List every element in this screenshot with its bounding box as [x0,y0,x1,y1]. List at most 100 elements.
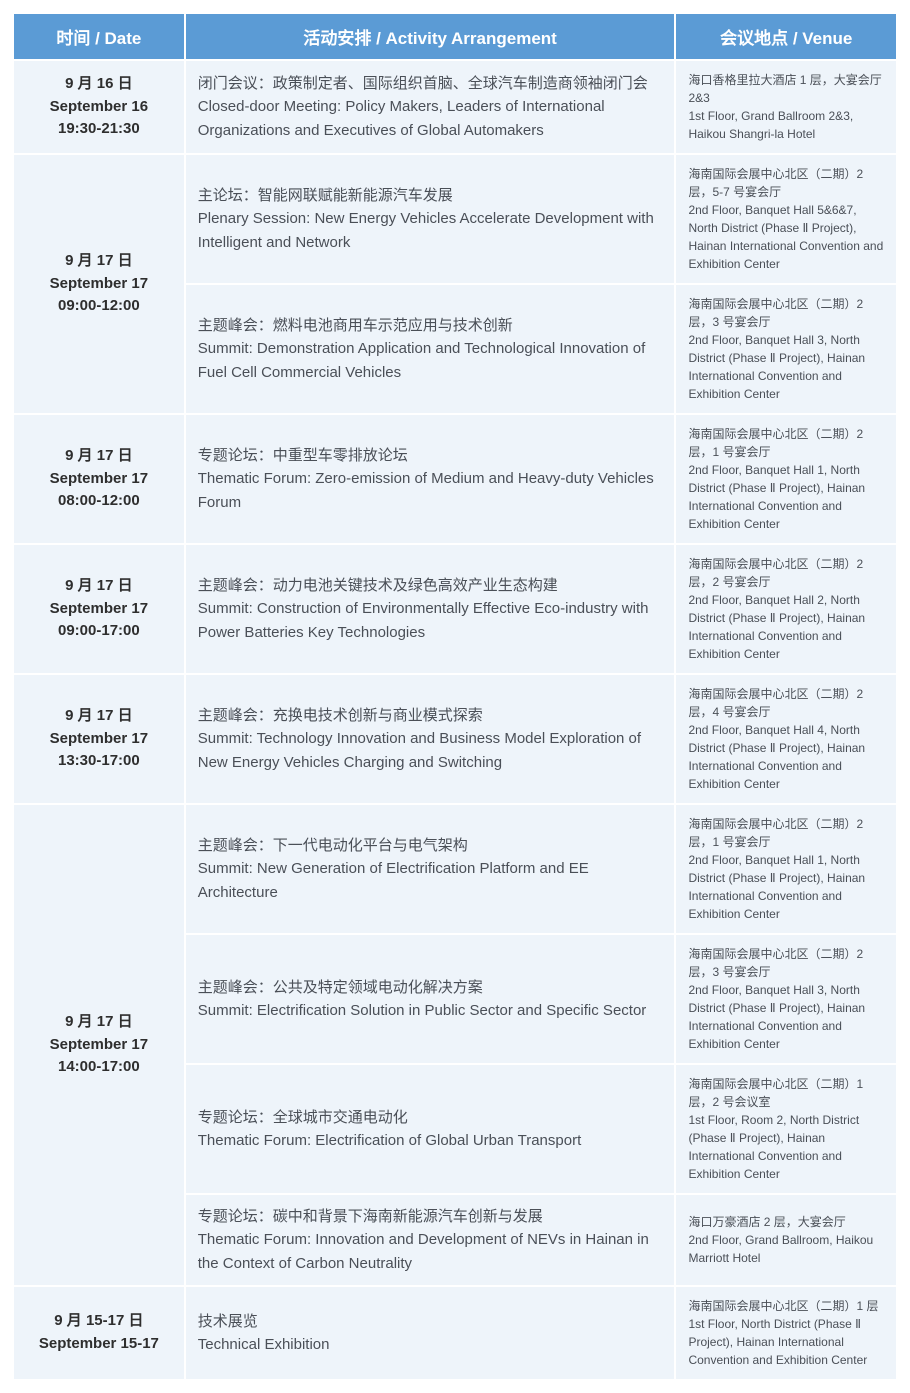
date-en: September 17 [50,470,148,487]
act-en: Summit: New Generation of Electrificatio… [198,860,589,900]
time: 13:30-17:00 [58,752,140,769]
ven-en: 1st Floor, Grand Ballroom 2&3, Haikou Sh… [688,109,853,141]
activity-cell: 专题论坛：中重型车零排放论坛 Thematic Forum: Zero-emis… [186,415,675,543]
ven-cn: 海南国际会展中心北区（二期）2 层，3 号宴会厅 [688,947,863,979]
table-row: 9 月 17 日 September 17 14:00-17:00 主题峰会：下… [14,805,896,933]
ven-en: 2nd Floor, Banquet Hall 4, North Distric… [688,723,865,791]
date-cell: 9 月 16 日 September 16 19:30-21:30 [14,61,184,153]
venue-cell: 海南国际会展中心北区（二期）1 层 1st Floor, North Distr… [676,1287,896,1379]
table-row: 9 月 15-17 日 September 15-17 技术展览 Technic… [14,1287,896,1379]
ven-cn: 海口香格里拉大酒店 1 层，大宴会厅 2&3 [688,73,881,105]
date-cell: 9 月 17 日 September 17 14:00-17:00 [14,805,184,1285]
act-cn: 主题峰会：动力电池关键技术及绿色高效产业生态构建 [198,577,558,594]
act-en: Plenary Session: New Energy Vehicles Acc… [198,210,654,250]
ven-cn: 海南国际会展中心北区（二期）2 层，5-7 号宴会厅 [688,167,863,199]
act-cn: 主题峰会：公共及特定领域电动化解决方案 [198,979,483,996]
venue-cell: 海南国际会展中心北区（二期）2 层，1 号宴会厅 2nd Floor, Banq… [676,805,896,933]
act-cn: 主题峰会：下一代电动化平台与电气架构 [198,837,468,854]
table-row: 9 月 16 日 September 16 19:30-21:30 闭门会议：政… [14,61,896,153]
date-en: September 17 [50,1036,148,1053]
venue-cell: 海南国际会展中心北区（二期）2 层，4 号宴会厅 2nd Floor, Banq… [676,675,896,803]
venue-cell: 海南国际会展中心北区（二期）2 层，2 号宴会厅 2nd Floor, Banq… [676,545,896,673]
act-en: Thematic Forum: Electrification of Globa… [198,1132,581,1149]
activity-cell: 主题峰会：燃料电池商用车示范应用与技术创新 Summit: Demonstrat… [186,285,675,413]
act-en: Summit: Electrification Solution in Publ… [198,1002,647,1019]
ven-en: 2nd Floor, Banquet Hall 1, North Distric… [688,853,865,921]
time: 09:00-12:00 [58,297,140,314]
ven-en: 2nd Floor, Banquet Hall 3, North Distric… [688,333,865,401]
activity-cell: 主题峰会：下一代电动化平台与电气架构 Summit: New Generatio… [186,805,675,933]
activity-cell: 主题峰会：公共及特定领域电动化解决方案 Summit: Electrificat… [186,935,675,1063]
time: 14:00-17:00 [58,1058,140,1075]
venue-cell: 海南国际会展中心北区（二期）2 层，3 号宴会厅 2nd Floor, Banq… [676,285,896,413]
date-en: September 15-17 [39,1335,159,1352]
activity-cell: 专题论坛：全球城市交通电动化 Thematic Forum: Electrifi… [186,1065,675,1193]
header-venue: 会议地点 / Venue [676,14,896,59]
date-cell: 9 月 17 日 September 17 08:00-12:00 [14,415,184,543]
act-en: Summit: Technology Innovation and Busine… [198,730,641,770]
activity-cell: 主题峰会：动力电池关键技术及绿色高效产业生态构建 Summit: Constru… [186,545,675,673]
table-row: 9 月 17 日 September 17 13:30-17:00 主题峰会：充… [14,675,896,803]
date-cn: 9 月 17 日 [65,707,133,724]
ven-cn: 海口万豪酒店 2 层，大宴会厅 [688,1215,845,1229]
ven-en: 2nd Floor, Banquet Hall 3, North Distric… [688,983,865,1051]
act-cn: 技术展览 [198,1313,258,1330]
activity-cell: 闭门会议：政策制定者、国际组织首脑、全球汽车制造商领袖闭门会 Closed-do… [186,61,675,153]
act-cn: 专题论坛：全球城市交通电动化 [198,1109,408,1126]
header-activity: 活动安排 / Activity Arrangement [186,14,675,59]
ven-cn: 海南国际会展中心北区（二期）2 层，1 号宴会厅 [688,427,863,459]
venue-cell: 海南国际会展中心北区（二期）2 层，3 号宴会厅 2nd Floor, Banq… [676,935,896,1063]
time: 09:00-17:00 [58,622,140,639]
schedule-table: 时间 / Date 活动安排 / Activity Arrangement 会议… [12,12,898,1381]
ven-cn: 海南国际会展中心北区（二期）2 层，4 号宴会厅 [688,687,863,719]
ven-en: 1st Floor, North District (Phase Ⅱ Proje… [688,1317,867,1367]
date-en: September 17 [50,730,148,747]
act-cn: 主题峰会：燃料电池商用车示范应用与技术创新 [198,317,513,334]
ven-en: 2nd Floor, Banquet Hall 2, North Distric… [688,593,865,661]
date-cn: 9 月 15-17 日 [54,1312,143,1329]
ven-cn: 海南国际会展中心北区（二期）1 层 [688,1299,878,1313]
ven-cn: 海南国际会展中心北区（二期）2 层，2 号宴会厅 [688,557,863,589]
activity-cell: 专题论坛：碳中和背景下海南新能源汽车创新与发展 Thematic Forum: … [186,1195,675,1285]
date-en: September 16 [50,98,148,115]
act-cn: 主论坛：智能网联赋能新能源汽车发展 [198,187,453,204]
ven-en: 1st Floor, Room 2, North District (Phase… [688,1113,859,1181]
date-en: September 17 [50,600,148,617]
act-cn: 闭门会议：政策制定者、国际组织首脑、全球汽车制造商领袖闭门会 [198,75,648,92]
table-row: 9 月 17 日 September 17 08:00-12:00 专题论坛：中… [14,415,896,543]
date-cn: 9 月 17 日 [65,577,133,594]
header-row: 时间 / Date 活动安排 / Activity Arrangement 会议… [14,14,896,59]
date-cn: 9 月 17 日 [65,252,133,269]
table-row: 9 月 17 日 September 17 09:00-17:00 主题峰会：动… [14,545,896,673]
act-en: Thematic Forum: Innovation and Developme… [198,1231,649,1271]
table-row: 9 月 17 日 September 17 09:00-12:00 主论坛：智能… [14,155,896,283]
act-cn: 专题论坛：碳中和背景下海南新能源汽车创新与发展 [198,1208,543,1225]
act-cn: 主题峰会：充换电技术创新与商业模式探索 [198,707,483,724]
act-en: Summit: Construction of Environmentally … [198,600,649,640]
act-en: Thematic Forum: Zero-emission of Medium … [198,470,654,510]
date-en: September 17 [50,275,148,292]
venue-cell: 海南国际会展中心北区（二期）2 层，5-7 号宴会厅 2nd Floor, Ba… [676,155,896,283]
date-cn: 9 月 17 日 [65,447,133,464]
date-cell: 9 月 17 日 September 17 09:00-17:00 [14,545,184,673]
activity-cell: 主论坛：智能网联赋能新能源汽车发展 Plenary Session: New E… [186,155,675,283]
venue-cell: 海口万豪酒店 2 层，大宴会厅 2nd Floor, Grand Ballroo… [676,1195,896,1285]
ven-cn: 海南国际会展中心北区（二期）2 层，1 号宴会厅 [688,817,863,849]
ven-en: 2nd Floor, Banquet Hall 5&6&7, North Dis… [688,203,883,271]
time: 19:30-21:30 [58,120,140,137]
date-cn: 9 月 16 日 [65,75,133,92]
venue-cell: 海南国际会展中心北区（二期）1 层，2 号会议室 1st Floor, Room… [676,1065,896,1193]
date-cell: 9 月 17 日 September 17 09:00-12:00 [14,155,184,413]
ven-cn: 海南国际会展中心北区（二期）1 层，2 号会议室 [688,1077,863,1109]
act-en: Technical Exhibition [198,1336,330,1353]
ven-en: 2nd Floor, Grand Ballroom, Haikou Marrio… [688,1233,873,1265]
act-en: Closed-door Meeting: Policy Makers, Lead… [198,98,605,138]
date-cell: 9 月 15-17 日 September 15-17 [14,1287,184,1379]
header-date: 时间 / Date [14,14,184,59]
date-cell: 9 月 17 日 September 17 13:30-17:00 [14,675,184,803]
act-cn: 专题论坛：中重型车零排放论坛 [198,447,408,464]
date-cn: 9 月 17 日 [65,1013,133,1030]
ven-en: 2nd Floor, Banquet Hall 1, North Distric… [688,463,865,531]
act-en: Summit: Demonstration Application and Te… [198,340,646,380]
time: 08:00-12:00 [58,492,140,509]
